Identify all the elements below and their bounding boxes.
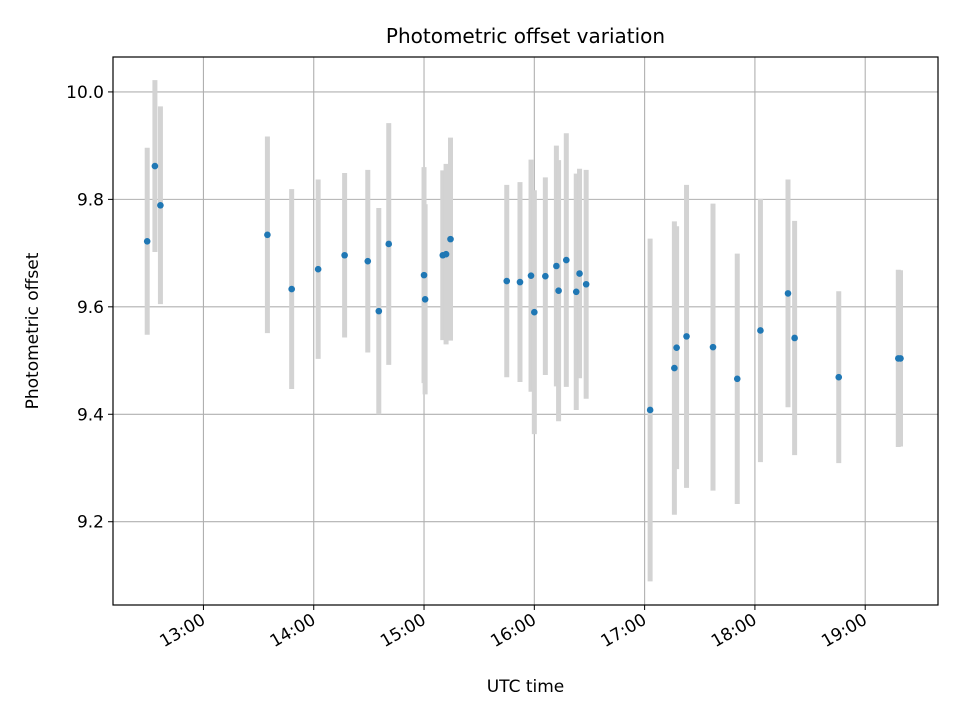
data-point (157, 201, 164, 209)
data-point (420, 271, 428, 279)
x-axis-ticks: 13:00 14:00 15:00 16:00 17:00 18:00 19:00 (157, 605, 871, 652)
data-point (897, 355, 904, 362)
x-tick-label: 17:00 (598, 610, 650, 652)
point-layer (143, 162, 904, 414)
data-point (531, 308, 538, 316)
y-tick-label: 10.0 (66, 83, 104, 103)
x-tick-label: 16:00 (487, 610, 539, 652)
data-point (553, 262, 560, 270)
x-tick-label: 14:00 (267, 610, 319, 652)
x-tick-label: 15:00 (377, 610, 429, 652)
data-point (442, 250, 450, 258)
x-tick-label: 13:00 (157, 610, 209, 652)
data-point (757, 327, 764, 334)
data-point (527, 272, 535, 279)
data-point (314, 265, 322, 273)
data-point (341, 251, 348, 259)
data-point (542, 272, 549, 280)
data-point (576, 270, 583, 277)
data-point (447, 235, 454, 243)
y-tick-label: 9.2 (77, 513, 104, 533)
y-tick-label: 9.8 (77, 190, 104, 210)
y-axis-ticks: 9.2 9.4 9.6 9.8 10.0 (66, 83, 113, 533)
data-point (151, 162, 159, 170)
y-tick-label: 9.6 (77, 298, 104, 318)
x-tick-label: 19:00 (818, 610, 870, 652)
data-point (143, 237, 151, 245)
data-point (835, 373, 843, 381)
grid-layer (113, 57, 938, 605)
data-point (364, 257, 372, 265)
data-point (683, 333, 690, 340)
data-point (791, 334, 798, 342)
data-point (784, 290, 792, 297)
data-point (555, 287, 562, 295)
data-point (264, 231, 271, 239)
chart-title: Photometric offset variation (386, 24, 665, 48)
errorbar-layer (144, 80, 903, 582)
plot-frame (112, 56, 939, 606)
data-point (572, 288, 580, 296)
data-point (288, 285, 295, 293)
data-point (671, 364, 678, 372)
data-point (375, 307, 383, 315)
y-axis-label: Photometric offset (23, 252, 43, 409)
data-point (503, 277, 511, 285)
data-point (421, 296, 429, 303)
data-point (733, 375, 741, 383)
data-point (646, 406, 654, 414)
x-tick-label: 18:00 (708, 610, 760, 652)
data-point (563, 256, 570, 264)
data-point (516, 278, 524, 286)
data-point (673, 344, 680, 351)
y-tick-label: 9.4 (77, 405, 104, 425)
x-axis-label: UTC time (487, 677, 565, 697)
data-point (385, 240, 393, 248)
data-point (709, 343, 717, 351)
data-point (582, 280, 590, 288)
